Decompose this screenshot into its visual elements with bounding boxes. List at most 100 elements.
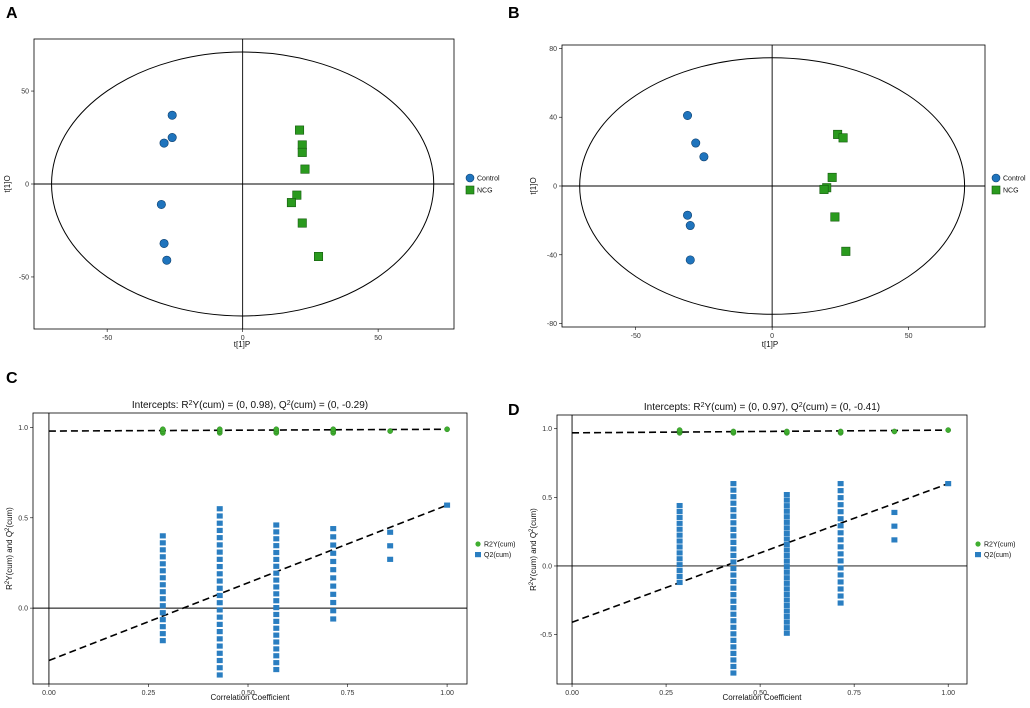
q2-point (159, 617, 166, 623)
ncg-point (314, 252, 324, 262)
ncg-point (297, 147, 307, 157)
q2-point (159, 610, 166, 616)
q2-point (837, 572, 844, 578)
permutation-plot-d: 0.00 0.25 0.50 0.75 1.00 -0.5 0.0 0.5 1.0 Interce… (529, 402, 1016, 703)
q2-point (216, 585, 223, 591)
q2-point (837, 530, 844, 536)
q2-point (730, 546, 737, 552)
q2-point (159, 561, 166, 567)
q2-point (730, 631, 737, 637)
chart-title: Intercepts: R2Y(cum) = (0, 0.98), Q2(cum… (132, 400, 368, 412)
q2-point (730, 559, 737, 565)
x-tick-label: 0 (241, 335, 245, 342)
q2-point (216, 643, 223, 649)
title-segment: Y(cum) = (0, 0.98), Q (192, 400, 286, 411)
q2-point (216, 563, 223, 570)
q2-point (730, 578, 737, 585)
score-plot-a: -50 0 50 -50 0 50 t[1]P t[1]O Control NCG (3, 38, 500, 349)
x-tick-label: -50 (631, 333, 641, 340)
legend-control-label: Control (477, 176, 500, 183)
q2-point (216, 621, 223, 627)
q2-point (273, 605, 280, 611)
q2-point (159, 624, 166, 630)
q2-point (730, 494, 737, 500)
q2-point (730, 624, 737, 630)
y-axis-label: R2Y(cum) and Q2(cum) (529, 508, 538, 591)
y-tick-label: 50 (21, 89, 29, 96)
y-label-superscript: 2 (529, 528, 535, 532)
q2-point (783, 625, 790, 631)
q2-point (330, 558, 337, 565)
y-tick-label: 1.0 (542, 426, 552, 433)
q2-point (730, 500, 737, 506)
title-superscript: 2 (701, 402, 705, 409)
q2-point (676, 568, 683, 574)
q2-point (730, 572, 737, 578)
q2-point (783, 525, 790, 531)
title-superscript: 2 (287, 400, 291, 407)
q2-point (273, 646, 280, 652)
q2-point (387, 529, 394, 535)
q2-point (730, 507, 737, 513)
legend-control-label: Control (1003, 176, 1026, 183)
q2-point (330, 526, 337, 532)
r2y-point (160, 426, 166, 433)
q2-point (216, 578, 223, 584)
q2-point (273, 556, 280, 563)
q2-point (783, 530, 790, 537)
control-point (683, 210, 693, 220)
control-point (685, 255, 695, 265)
q2-point (730, 592, 737, 598)
ncg-point (830, 212, 840, 222)
q2-point (730, 585, 737, 591)
x-tick-label: 1.00 (941, 690, 955, 697)
ncg-point (300, 164, 310, 174)
q2-point (891, 509, 898, 516)
q2-point (783, 630, 790, 636)
q2-point (216, 614, 223, 620)
q2-point (783, 569, 790, 575)
q2-point (730, 520, 737, 526)
x-tick-label: -50 (102, 335, 112, 342)
q2-point (216, 665, 223, 671)
x-axis-label: t[1]P (762, 340, 778, 349)
x-axis-label: Correlation Coefficient (210, 693, 290, 702)
y-tick-label: 80 (549, 46, 557, 53)
q2-point (676, 562, 683, 568)
q2-point (273, 653, 280, 659)
q2-point (783, 558, 790, 564)
q2-point (783, 492, 790, 498)
x-tick-label: 0.00 (42, 690, 56, 697)
panel-letter-c: C (6, 370, 18, 387)
q2-point (783, 597, 790, 603)
control-point (159, 138, 169, 148)
q2-point (330, 534, 337, 540)
chart-title: Intercepts: R2Y(cum) = (0, 0.97), Q2(cum… (644, 402, 880, 414)
q2-point (216, 506, 223, 512)
q2-point (837, 537, 844, 543)
legend-control-marker (991, 173, 1001, 183)
q2-point (783, 619, 790, 625)
r2y-point (784, 428, 790, 435)
q2-point (676, 556, 683, 562)
r2y-point (730, 428, 737, 435)
q2-point (216, 549, 223, 555)
q2-point (945, 481, 952, 487)
q2-point (216, 657, 223, 664)
control-point (162, 255, 172, 265)
r2y-point (945, 427, 951, 433)
q2-point (216, 600, 223, 606)
q2-point (676, 532, 683, 538)
q2-point (837, 593, 844, 599)
q2-point (783, 497, 790, 503)
q2-point (730, 650, 737, 657)
legend-ncg-marker (991, 185, 1001, 195)
ncg-point (841, 246, 851, 256)
q2-point (216, 672, 223, 678)
q2-point (730, 552, 737, 559)
r2y-point (837, 428, 844, 435)
x-tick-label: 0.50 (753, 690, 767, 697)
q2-point (273, 660, 280, 666)
q2-point (676, 573, 683, 580)
